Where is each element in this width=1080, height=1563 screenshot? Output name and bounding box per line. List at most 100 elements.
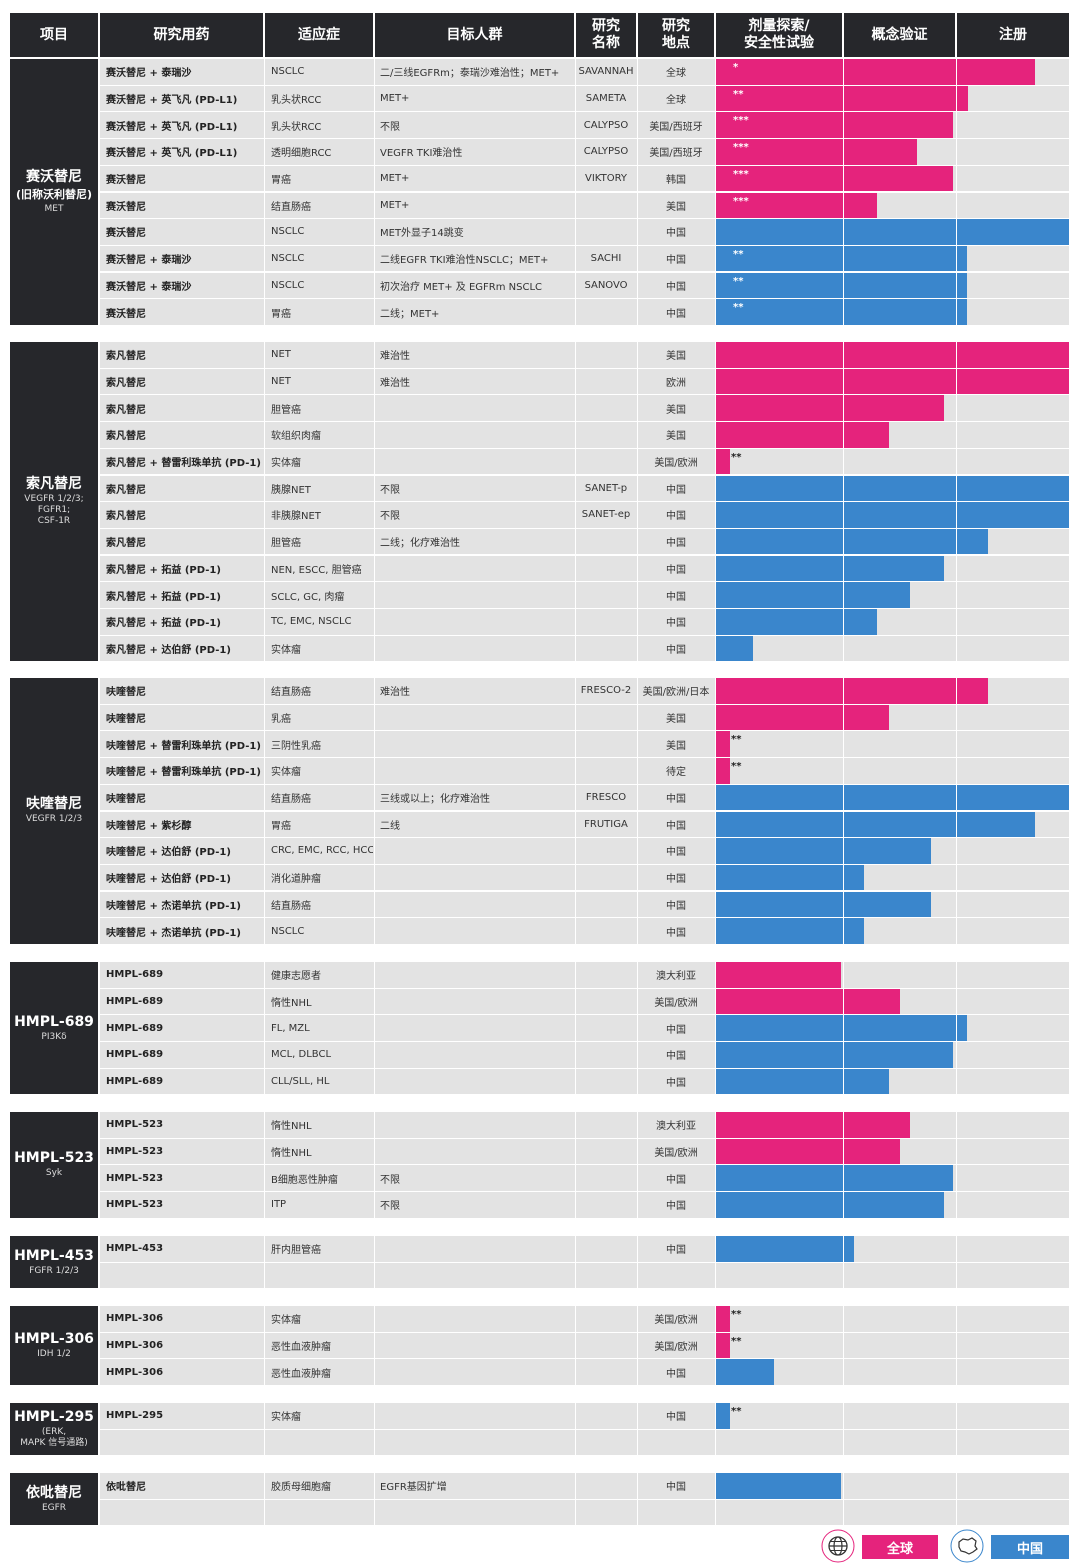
indication-cell: 乳头状RCC bbox=[271, 121, 322, 133]
population-cell bbox=[375, 395, 574, 421]
study-name-cell: FRESCO bbox=[585, 792, 627, 804]
column-divider bbox=[956, 342, 957, 662]
indication-cell: 胆管癌 bbox=[271, 538, 301, 550]
location-cell: 美国 bbox=[666, 740, 686, 752]
population-cell: 三线或以上；化疗难治性 bbox=[380, 794, 490, 806]
study-name-cell bbox=[576, 1500, 636, 1526]
trial-footnote-stars: ** bbox=[731, 1406, 742, 1417]
column-divider bbox=[715, 342, 716, 662]
study-name-cell bbox=[576, 1112, 636, 1138]
drug-cell: HMPL-306 bbox=[106, 1339, 164, 1351]
column-divider bbox=[575, 1473, 576, 1526]
drug-cell: 赛沃替尼 + 英飞凡 (PD-L1) bbox=[106, 148, 238, 160]
study-name-cell bbox=[576, 1042, 636, 1068]
group-target: (ERK, MAPK 信号通路) bbox=[20, 1427, 88, 1449]
location-cell: 澳大利亚 bbox=[656, 971, 696, 983]
population-cell bbox=[375, 705, 574, 731]
china-progress-bar bbox=[716, 918, 864, 944]
location-cell: 中国 bbox=[666, 1201, 686, 1213]
population-cell bbox=[375, 1403, 574, 1429]
study-name-cell bbox=[576, 758, 636, 784]
group-target: EGFR bbox=[41, 1502, 67, 1513]
group-name: HMPL-689 bbox=[14, 1013, 94, 1030]
global-progress-bar bbox=[716, 368, 1069, 395]
population-cell: 二线；化疗难治性 bbox=[380, 538, 460, 550]
drug-cell: 赛沃替尼 + 泰瑞沙 bbox=[106, 281, 192, 293]
population-cell bbox=[375, 892, 574, 918]
global-progress-bar bbox=[716, 192, 877, 218]
group-alias: (旧称沃利替尼) bbox=[15, 187, 93, 201]
indication-cell: 结直肠癌 bbox=[271, 201, 311, 213]
column-divider bbox=[956, 1473, 957, 1526]
global-progress-bar bbox=[716, 1306, 730, 1332]
study-name-cell bbox=[576, 556, 636, 582]
drug-cell: 赛沃替尼 + 英飞凡 (PD-L1) bbox=[106, 121, 238, 133]
trial-footnote-stars: ** bbox=[731, 734, 742, 746]
indication-cell: CRC, EMC, RCC, HCC bbox=[271, 845, 373, 857]
population-cell: 二/三线EGFRm；泰瑞沙难治性；MET+ bbox=[380, 68, 560, 80]
population-cell bbox=[375, 1500, 574, 1526]
population-cell bbox=[375, 865, 574, 891]
drug-cell: HMPL-306 bbox=[106, 1313, 164, 1325]
trial-footnote-stars: *** bbox=[733, 195, 749, 207]
header-project: 项目 bbox=[10, 13, 98, 57]
location-cell: 中国 bbox=[666, 255, 686, 267]
trial-footnote-stars: *** bbox=[733, 142, 749, 154]
population-cell bbox=[375, 1069, 574, 1095]
indication-cell: 惰性NHL bbox=[271, 1147, 312, 1159]
indication-cell: 消化道肿瘤 bbox=[271, 874, 321, 886]
header-location: 研究 地点 bbox=[638, 13, 714, 57]
global-progress-bar bbox=[716, 59, 1035, 85]
population-cell: 不限 bbox=[380, 511, 400, 523]
study-name-cell: CALYPSO bbox=[583, 119, 629, 131]
column-divider bbox=[264, 1403, 265, 1456]
indication-cell: 软组织肉瘤 bbox=[271, 431, 321, 443]
column-divider bbox=[374, 678, 375, 944]
population-cell: 不限 bbox=[380, 1201, 400, 1213]
column-divider bbox=[637, 342, 638, 662]
study-name-cell bbox=[576, 219, 636, 245]
global-progress-bar bbox=[716, 165, 953, 192]
trial-footnote-stars: ** bbox=[731, 1309, 742, 1320]
column-divider bbox=[637, 1112, 638, 1218]
group-target: MET bbox=[44, 203, 64, 214]
population-cell bbox=[375, 636, 574, 662]
location-cell: 中国 bbox=[666, 794, 686, 806]
location-cell: 中国 bbox=[666, 847, 686, 859]
trial-footnote-stars: ** bbox=[733, 302, 744, 314]
global-progress-bar bbox=[716, 85, 968, 112]
population-cell: 二线EGFR TKI难治性NSCLC；MET+ bbox=[380, 255, 549, 267]
population-cell bbox=[375, 989, 574, 1015]
drug-cell: 索凡替尼 bbox=[106, 351, 146, 363]
china-progress-bar bbox=[716, 1068, 889, 1095]
indication-cell: ITP bbox=[271, 1199, 287, 1211]
group-label: HMPL-689 PI3Kδ bbox=[10, 962, 98, 1095]
column-divider bbox=[264, 678, 265, 944]
table-row: HMPL-306 实体瘤 美国/欧洲 bbox=[100, 1306, 1069, 1332]
table-row: HMPL-453 肝内胆管癌 中国 bbox=[100, 1236, 1069, 1262]
location-cell: 中国 bbox=[666, 1482, 686, 1494]
drug-cell: 呋喹替尼 + 替雷利珠单抗 (PD-1) bbox=[106, 740, 261, 752]
china-progress-bar bbox=[716, 811, 1035, 837]
location-cell: 澳大利亚 bbox=[656, 1121, 696, 1133]
location-cell: 中国 bbox=[666, 538, 686, 550]
group-target: IDH 1/2 bbox=[37, 1348, 71, 1359]
location-cell: 全球 bbox=[666, 68, 686, 80]
table-row: HMPL-306 恶性血液肿瘤 中国 bbox=[100, 1359, 1069, 1385]
indication-cell bbox=[265, 1430, 373, 1456]
china-progress-bar bbox=[716, 1473, 841, 1499]
table-row: 索凡替尼 + 拓益 (PD-1) TC, EMC, NSCLC 中国 bbox=[100, 609, 1069, 635]
china-map-icon bbox=[950, 1529, 984, 1563]
column-divider bbox=[575, 59, 576, 325]
global-progress-bar bbox=[716, 342, 1069, 368]
header-phase-dose-escalation: 剂量探索/安全性试验 bbox=[716, 13, 842, 57]
drug-cell: 索凡替尼 bbox=[106, 404, 146, 416]
group-target: PI3Kδ bbox=[41, 1031, 67, 1042]
drug-cell: 依吡替尼 bbox=[106, 1482, 146, 1494]
china-progress-bar bbox=[716, 1192, 944, 1218]
location-cell: 中国 bbox=[666, 1412, 686, 1424]
location-cell bbox=[638, 1430, 714, 1456]
china-progress-bar bbox=[716, 475, 1069, 501]
drug-cell: HMPL-453 bbox=[106, 1243, 164, 1255]
global-progress-bar bbox=[716, 1138, 900, 1165]
